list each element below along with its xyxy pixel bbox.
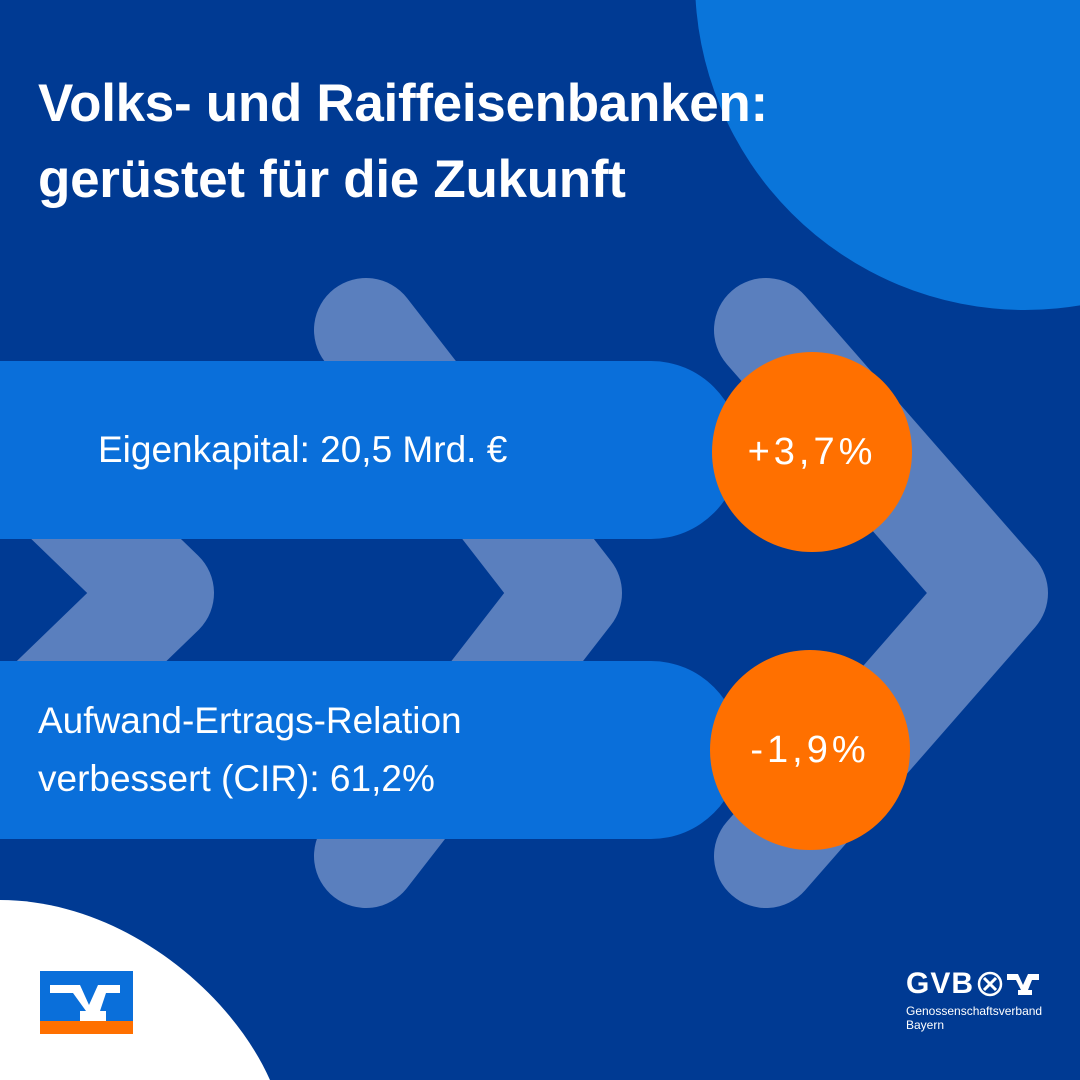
chevron-arrow-decoration <box>0 364 214 822</box>
volksbank-raiffeisenbank-logo-icon <box>40 971 133 1034</box>
headline: Volks- und Raiffeisenbanken: gerüstet fü… <box>38 66 768 218</box>
change-badge-equity: +3,7% <box>712 352 912 552</box>
metric-bar-equity: Eigenkapital: 20,5 Mrd. € <box>0 361 740 539</box>
metric-label-line: verbessert (CIR): 61,2% <box>38 758 435 799</box>
bottom-left-white-shape <box>0 900 270 1080</box>
gvb-name-line: Genossenschaftsverband <box>906 1004 1043 1018</box>
raiffeisen-crossed-horseheads-icon <box>977 971 1003 997</box>
headline-line-1: Volks- und Raiffeisenbanken: <box>38 74 768 133</box>
metric-label: Eigenkapital: 20,5 Mrd. € <box>98 421 507 479</box>
gvb-organization-name: Genossenschaftsverband Bayern <box>906 1004 1042 1032</box>
metric-bar-cost-income-ratio: Aufwand-Ertrags-Relation verbessert (CIR… <box>0 661 740 839</box>
metric-label-line: Eigenkapital: 20,5 Mrd. € <box>98 429 508 470</box>
volksbank-mini-logo-icon <box>1007 974 1040 995</box>
gvb-name-line: Bayern <box>906 1018 945 1032</box>
corner-circle-decoration <box>695 0 1080 310</box>
change-badge-cost-income-ratio: -1,9% <box>710 650 910 850</box>
metric-label: Aufwand-Ertrags-Relation verbessert (CIR… <box>38 692 462 808</box>
gvb-logo: GVB Genossenschaftsverband Bayern <box>906 967 1042 1032</box>
metric-label-line: Aufwand-Ertrags-Relation <box>38 700 462 741</box>
headline-line-2: gerüstet für die Zukunft <box>38 150 626 209</box>
gvb-logo-letters: GVB <box>906 967 975 1000</box>
